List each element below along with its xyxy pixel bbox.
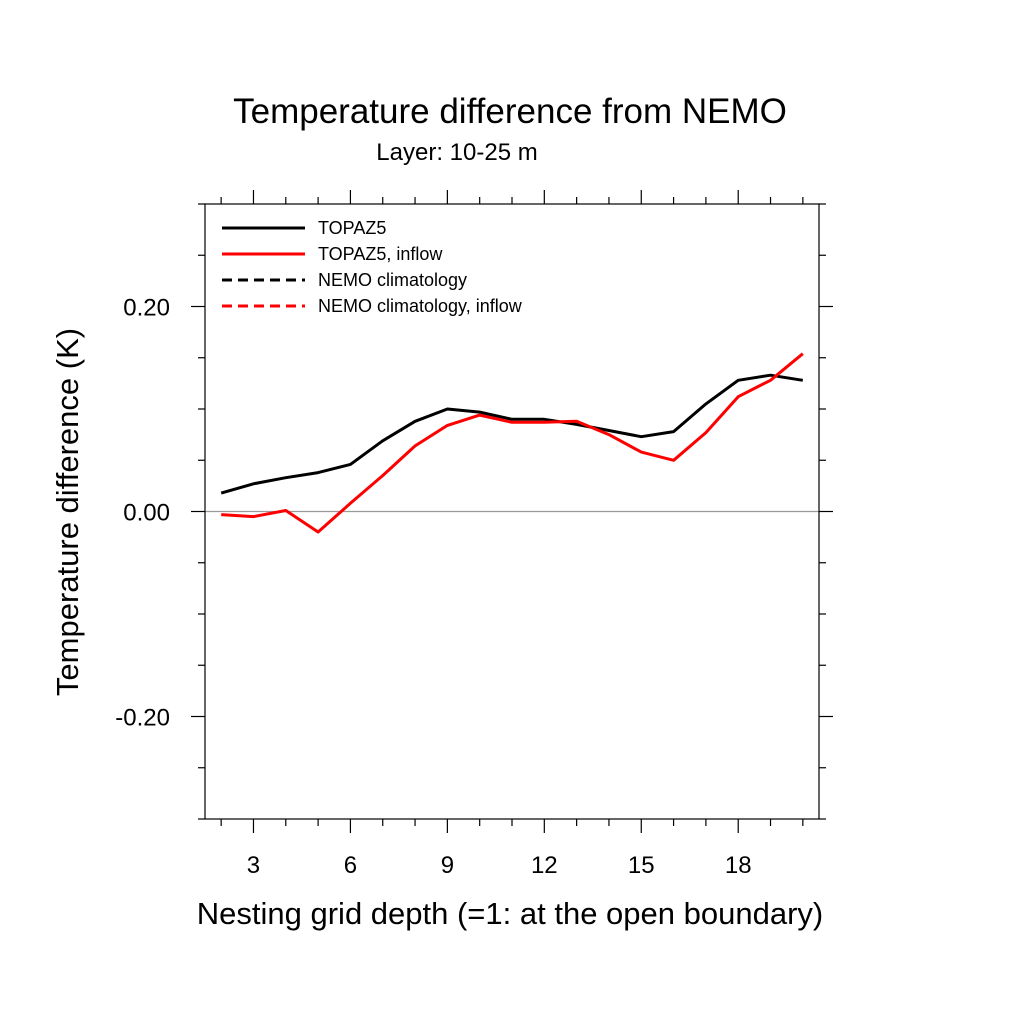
y-axis-label: Temperature difference (K) xyxy=(50,328,85,696)
x-axis-label: Nesting grid depth (=1: at the open boun… xyxy=(197,896,823,931)
legend-label-3: NEMO climatology xyxy=(318,270,467,290)
legend-label-4: NEMO climatology, inflow xyxy=(318,296,523,316)
legend-label-2: TOPAZ5, inflow xyxy=(318,244,443,264)
y-tick-label: 0.20 xyxy=(123,295,170,322)
x-tick-label: 15 xyxy=(628,852,655,879)
x-tick-label: 18 xyxy=(725,852,752,879)
x-tick-label: 12 xyxy=(531,852,558,879)
x-tick-label: 3 xyxy=(247,852,260,879)
chart-subtitle: Layer: 10-25 m xyxy=(376,139,537,166)
legend-label-1: TOPAZ5 xyxy=(318,218,386,238)
series-line-2 xyxy=(221,352,804,534)
y-tick-label: -0.20 xyxy=(115,705,170,732)
y-tick-label: 0.00 xyxy=(123,500,170,527)
x-tick-label: 6 xyxy=(344,852,357,879)
chart-title: Temperature difference from NEMO xyxy=(233,92,787,131)
x-tick-label: 9 xyxy=(441,852,454,879)
series-line-1 xyxy=(220,373,804,495)
